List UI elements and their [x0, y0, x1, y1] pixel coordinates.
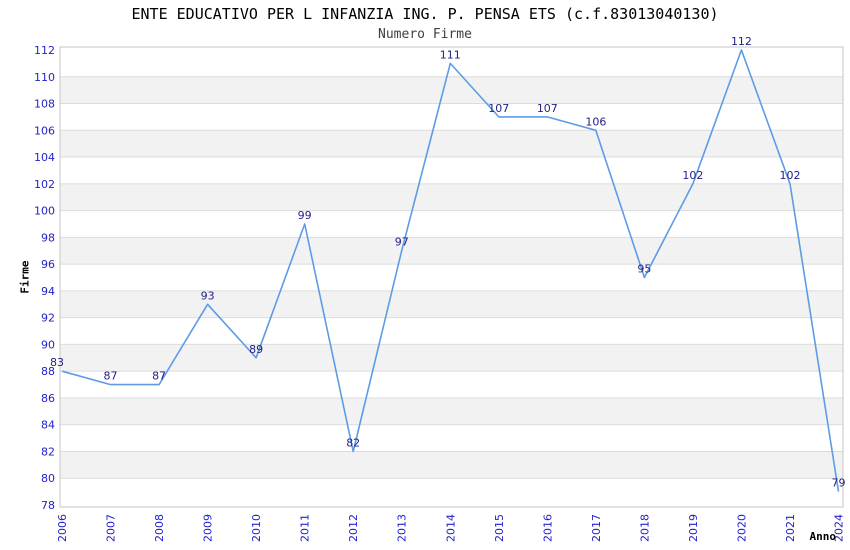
y-tick-label: 84	[41, 419, 55, 432]
y-tick-label: 100	[34, 205, 55, 218]
x-tick-label: 2018	[638, 514, 651, 542]
y-tick-label: 108	[34, 98, 55, 111]
y-tick-label: 94	[41, 285, 55, 298]
y-tick-label: 98	[41, 231, 55, 244]
plot-band	[60, 183, 843, 211]
x-tick-label: 2006	[56, 514, 69, 542]
plot-band	[60, 397, 843, 425]
x-tick-label: 2017	[590, 514, 603, 542]
x-tick-label: 2019	[687, 514, 700, 542]
x-tick-label: 2011	[299, 514, 312, 542]
y-tick-label: 102	[34, 178, 55, 191]
plot-band	[60, 344, 843, 372]
x-tick-label: 2007	[105, 514, 118, 542]
y-tick-label: 112	[34, 44, 55, 57]
series-line	[61, 49, 840, 492]
data-label: 87	[152, 370, 166, 383]
data-label: 107	[488, 102, 509, 115]
y-tick-label: 92	[41, 312, 55, 325]
data-label: 95	[637, 263, 651, 276]
data-label: 89	[249, 343, 263, 356]
y-tick-label: 96	[41, 258, 55, 271]
data-label: 93	[201, 289, 215, 302]
y-tick-label: 78	[41, 499, 55, 512]
x-tick-label: 2016	[541, 514, 554, 542]
plot-border	[59, 46, 844, 508]
y-tick-label: 80	[41, 472, 55, 485]
x-axis-title: Anno	[809, 530, 837, 543]
data-label: 112	[731, 35, 752, 48]
y-tick-label: 106	[34, 124, 55, 137]
x-tick-label: 2024	[833, 514, 846, 542]
data-label: 87	[104, 370, 118, 383]
plot-band	[60, 237, 843, 265]
data-label: 107	[537, 102, 558, 115]
data-label: 111	[440, 48, 461, 61]
x-tick-label: 2020	[735, 514, 748, 542]
x-tick-label: 2014	[444, 514, 457, 542]
data-label: 102	[779, 169, 800, 182]
data-label: 97	[395, 236, 409, 249]
x-tick-label: 2015	[493, 514, 506, 542]
x-tick-label: 2013	[396, 514, 409, 542]
x-tick-label: 2008	[153, 514, 166, 542]
x-tick-label: 2012	[347, 514, 360, 542]
x-tick-label: 2010	[250, 514, 263, 542]
chart-subtitle: Numero Firme	[378, 27, 472, 42]
y-tick-label: 82	[41, 445, 55, 458]
data-label: 99	[298, 209, 312, 222]
plot-band	[60, 451, 843, 479]
data-label: 79	[832, 477, 846, 490]
plot-band	[60, 290, 843, 318]
y-tick-label: 86	[41, 392, 55, 405]
plot-band	[60, 130, 843, 158]
y-tick-label: 110	[34, 71, 55, 84]
data-label: 106	[585, 115, 606, 128]
x-tick-label: 2009	[202, 514, 215, 542]
y-tick-label: 104	[34, 151, 55, 164]
data-label: 102	[682, 169, 703, 182]
chart-title: ENTE EDUCATIVO PER L INFANZIA ING. P. PE…	[131, 5, 719, 23]
y-tick-label: 88	[41, 365, 55, 378]
data-label: 83	[50, 356, 64, 369]
y-tick-label: 90	[41, 338, 55, 351]
x-tick-label: 2021	[784, 514, 797, 542]
plot-band	[60, 76, 843, 104]
y-axis-title: Firme	[18, 260, 32, 294]
data-label: 82	[346, 436, 360, 449]
